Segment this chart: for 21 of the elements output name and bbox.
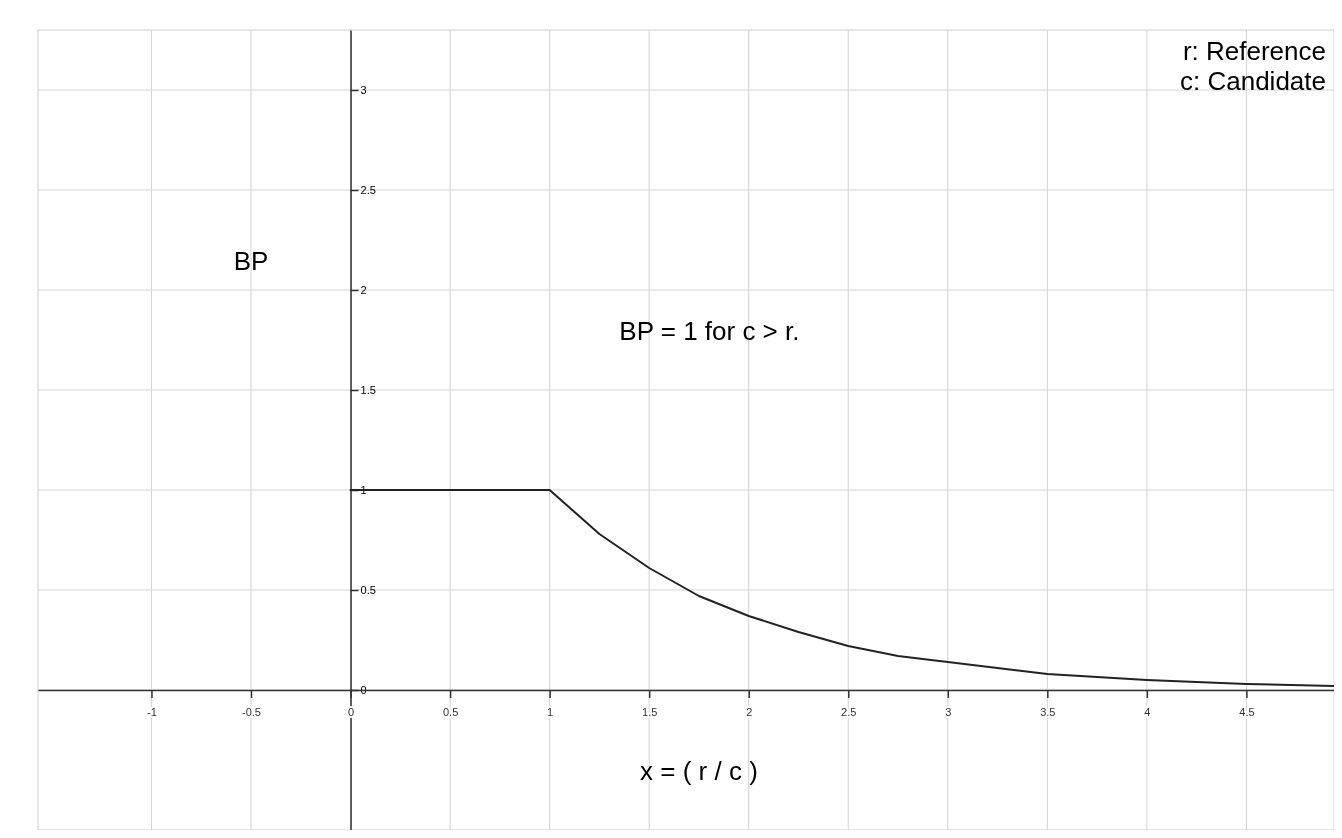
y-axis-title: BP <box>233 246 269 276</box>
annotation: BP = 1 for c > r. <box>619 316 800 346</box>
x-tick-label: 1 <box>547 705 554 718</box>
annotation: c: Candidate <box>1180 66 1326 96</box>
y-tick-label: 3 <box>360 84 367 97</box>
x-axis-title: x = ( r / c ) <box>640 756 758 786</box>
x-tick-label: 2.5 <box>841 705 857 718</box>
y-tick-label: 2.5 <box>360 184 376 197</box>
y-tick-label: 1.5 <box>360 384 376 397</box>
annotation: r: Reference <box>1182 36 1326 66</box>
x-tick-label: 3.5 <box>1040 705 1056 718</box>
x-tick-label: 4.5 <box>1239 705 1255 718</box>
x-tick-label: -1 <box>147 705 157 718</box>
x-tick-label: 0.5 <box>442 705 459 718</box>
x-tick-label: 3 <box>945 705 952 718</box>
x-tick-label: 4 <box>1144 705 1151 718</box>
x-tick-label: -0.5 <box>242 705 261 718</box>
y-tick-label: 2 <box>360 284 367 297</box>
x-tick-label: 1.5 <box>642 705 658 718</box>
x-tick-label: 2 <box>746 705 753 718</box>
y-tick-label: 0.5 <box>360 584 376 597</box>
